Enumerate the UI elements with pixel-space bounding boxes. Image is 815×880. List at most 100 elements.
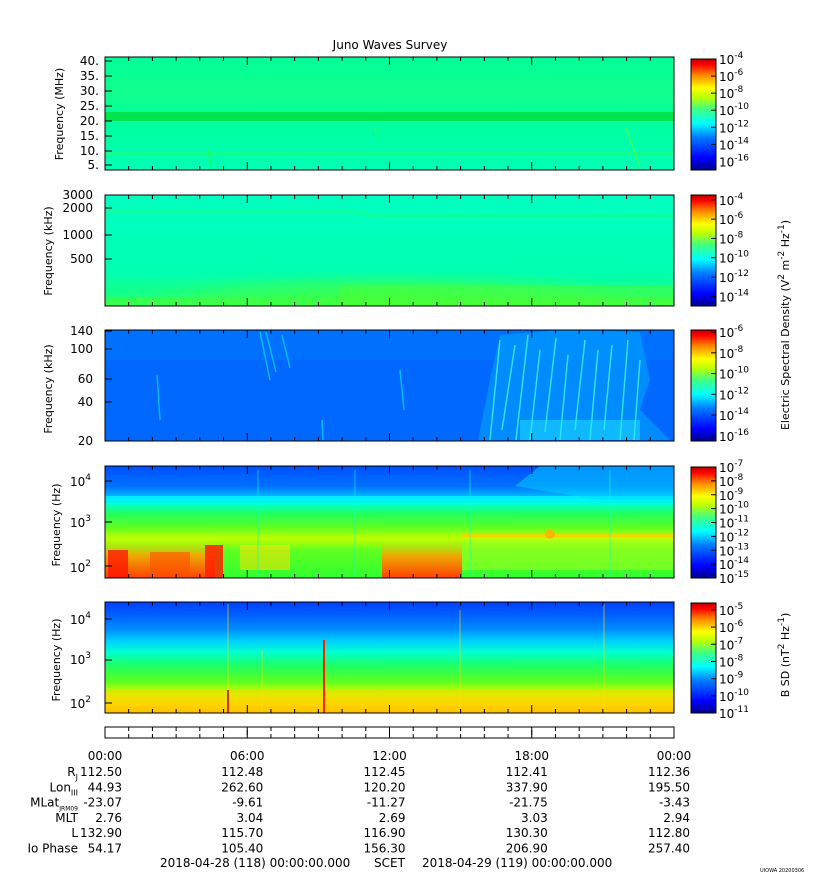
panel-5-ytick-2-base: 10 (70, 697, 85, 711)
panel-2-ytick-2: 1000 (62, 228, 93, 242)
ephemeris-value: 132.90 (80, 826, 122, 840)
panel-1-ytick-6: 10. (80, 144, 99, 158)
panel-1-ytick-7: 5. (88, 158, 99, 172)
panel-2-ytick-1: 2000 (62, 201, 93, 215)
magnetic-label-sup2: -1 (777, 617, 787, 626)
panel-1-y-axis: 40. 35. 30. 25. 20. 15. 10. 5. (80, 54, 112, 172)
panel-5: 104 103 102 Frequency (Hz) 10-510-610-71… (50, 601, 749, 721)
panel-5-ylabel: Frequency (Hz) (50, 619, 63, 702)
panel-4-ytick-0-base: 10 (70, 475, 85, 489)
colorbar-tick-label: 10-8 (719, 653, 744, 669)
ephemeris-value: 2.94 (663, 811, 690, 825)
colorbar-tick-label: 10-16 (719, 153, 749, 169)
ephemeris-row-label: L (71, 826, 78, 840)
panel-4-x-ticks (128, 466, 651, 578)
panel-3-emission-region (478, 330, 670, 441)
panel-4: 104 103 102 Frequency (Hz) 10-710-810-91… (50, 459, 749, 586)
panel-1-ytick-2: 30. (80, 84, 99, 98)
colorbar-tick-label: 10-14 (719, 288, 749, 304)
colorbar-tick-label: 10-10 (719, 250, 749, 266)
time-tick-label: 00:00 (657, 749, 692, 763)
colorbar-tick-label: 10-6 (719, 68, 744, 84)
panel-4-ylabel: Frequency (Hz) (50, 484, 63, 567)
colorbar-tick-label: 10-4 (719, 192, 744, 208)
colorbar-tick-label: 10-12 (719, 269, 749, 285)
colorbar-tick-label: 10-16 (719, 428, 749, 444)
ephemeris-value: 54.17 (88, 842, 122, 856)
ephemeris-value: 112.36 (648, 765, 690, 779)
colorbar-tick-label: 10-7 (719, 636, 743, 652)
time-axis: 00:00 06:00 12:00 18:00 00:00 (88, 726, 692, 763)
colorbar-tick-label: 10-9 (719, 487, 744, 503)
panel-4-colorbar-ticks: 10-710-810-910-1010-1110-1210-1310-1410-… (711, 459, 749, 586)
panel-3-ytick-3: 40 (78, 395, 93, 409)
colorbar-tick-label: 10-14 (719, 136, 749, 152)
colorbar-tick-label: 10-11 (719, 705, 749, 721)
electric-label-end: ) (779, 220, 792, 224)
time-tick-label: 00:00 (88, 749, 123, 763)
panel-3-spectrogram (105, 330, 674, 441)
ephemeris-row-label: MLatJRM09 (30, 796, 78, 813)
panel-5-ytick-1: 103 (70, 651, 91, 667)
ephemeris-value: -11.27 (367, 796, 406, 810)
colorbar-tick-label: 10-12 (719, 528, 749, 544)
panel-1-ylabel: Frequency (MHz) (53, 68, 66, 160)
credit: UIOWA 20200306 (760, 868, 804, 874)
colorbar-tick-label: 10-14 (719, 556, 749, 572)
ephemeris-value: 2.69 (379, 811, 406, 825)
ephemeris-value: 120.20 (364, 780, 406, 794)
panel-5-ytick-0-base: 10 (70, 613, 85, 627)
colorbar-tick-label: 10-4 (719, 51, 744, 67)
colorbar-tick-label: 10-6 (719, 211, 744, 227)
panel-3-ytick-0: 140 (70, 324, 93, 338)
colorbar-tick-label: 10-12 (719, 119, 749, 135)
panel-4-ytick-0: 104 (70, 473, 91, 489)
panel-2-colorbar-ticks: 10-4 10-6 10-8 10-10 10-12 10-14 (711, 192, 749, 304)
electric-label-sup2: -2 (777, 251, 787, 260)
panel-4-spectrogram (105, 466, 674, 578)
magnetic-label-part: B SD (nT (779, 649, 792, 697)
ephemeris-value: -23.07 (83, 796, 122, 810)
panel-4-hot-band-2 (382, 540, 462, 578)
colorbar-tick-label: 10-9 (719, 671, 744, 687)
panel-2-y-axis: 3000 2000 1000 500 (62, 188, 112, 266)
colorbar-tick-label: 10-8 (719, 345, 744, 361)
panel-3-x-ticks (128, 330, 651, 441)
ephemeris-value: -21.75 (509, 796, 548, 810)
ephemeris-value: 44.93 (88, 780, 122, 794)
panel-3-ytick-2: 60 (78, 372, 93, 386)
panel-2-ytick-3: 500 (70, 252, 93, 266)
colorbar-tick-label: 10-14 (719, 407, 749, 423)
ephemeris-row-label: LonIII (50, 780, 79, 797)
panel-4-ytick-2: 102 (70, 559, 91, 575)
panel-1-ytick-1: 35. (80, 69, 99, 83)
panel-2-ylabel: Frequency (kHz) (42, 206, 55, 295)
ephemeris-value: 195.50 (648, 780, 690, 794)
electric-label-sup: 2 (777, 274, 787, 280)
colorbar-tick-label: 10-12 (719, 386, 749, 402)
ephemeris-value: 115.70 (221, 826, 263, 840)
panel-3: 140 100 60 40 20 Frequency (kHz) 10-610-… (42, 324, 749, 448)
panel-5-ytick-2: 102 (70, 695, 91, 711)
time-tick-label: 06:00 (230, 749, 265, 763)
panel-1-colorbar (690, 58, 717, 171)
panel-5-x-ticks (128, 602, 651, 713)
magnetic-label-sup: 2 (777, 644, 787, 650)
end-time: 2018-04-29 (119) 00:00:00.000 (422, 856, 612, 870)
ephemeris-value: 257.40 (648, 842, 690, 856)
colorbar-tick-label: 10-5 (719, 602, 743, 618)
colorbar-tick-label: 10-15 (719, 570, 749, 586)
ephemeris-row-label: MLT (55, 811, 78, 825)
ephemeris-value: 3.04 (237, 811, 264, 825)
panel-5-ytick-1-base: 10 (70, 653, 85, 667)
ephemeris-value: 112.80 (648, 826, 690, 840)
panel-1-ytick-0: 40. (80, 54, 99, 68)
electric-colorbar-label: Electric Spectral Density (V2 m-2 Hz-1) (777, 220, 792, 430)
ephemeris-row-label: Io Phase (27, 842, 78, 856)
colorbar-tick-label: 10-10 (719, 102, 749, 118)
colorbar-tick-label: 10-10 (719, 366, 749, 382)
ephemeris-value: 112.45 (364, 765, 406, 779)
colorbar-tick-label: 10-8 (719, 230, 744, 246)
